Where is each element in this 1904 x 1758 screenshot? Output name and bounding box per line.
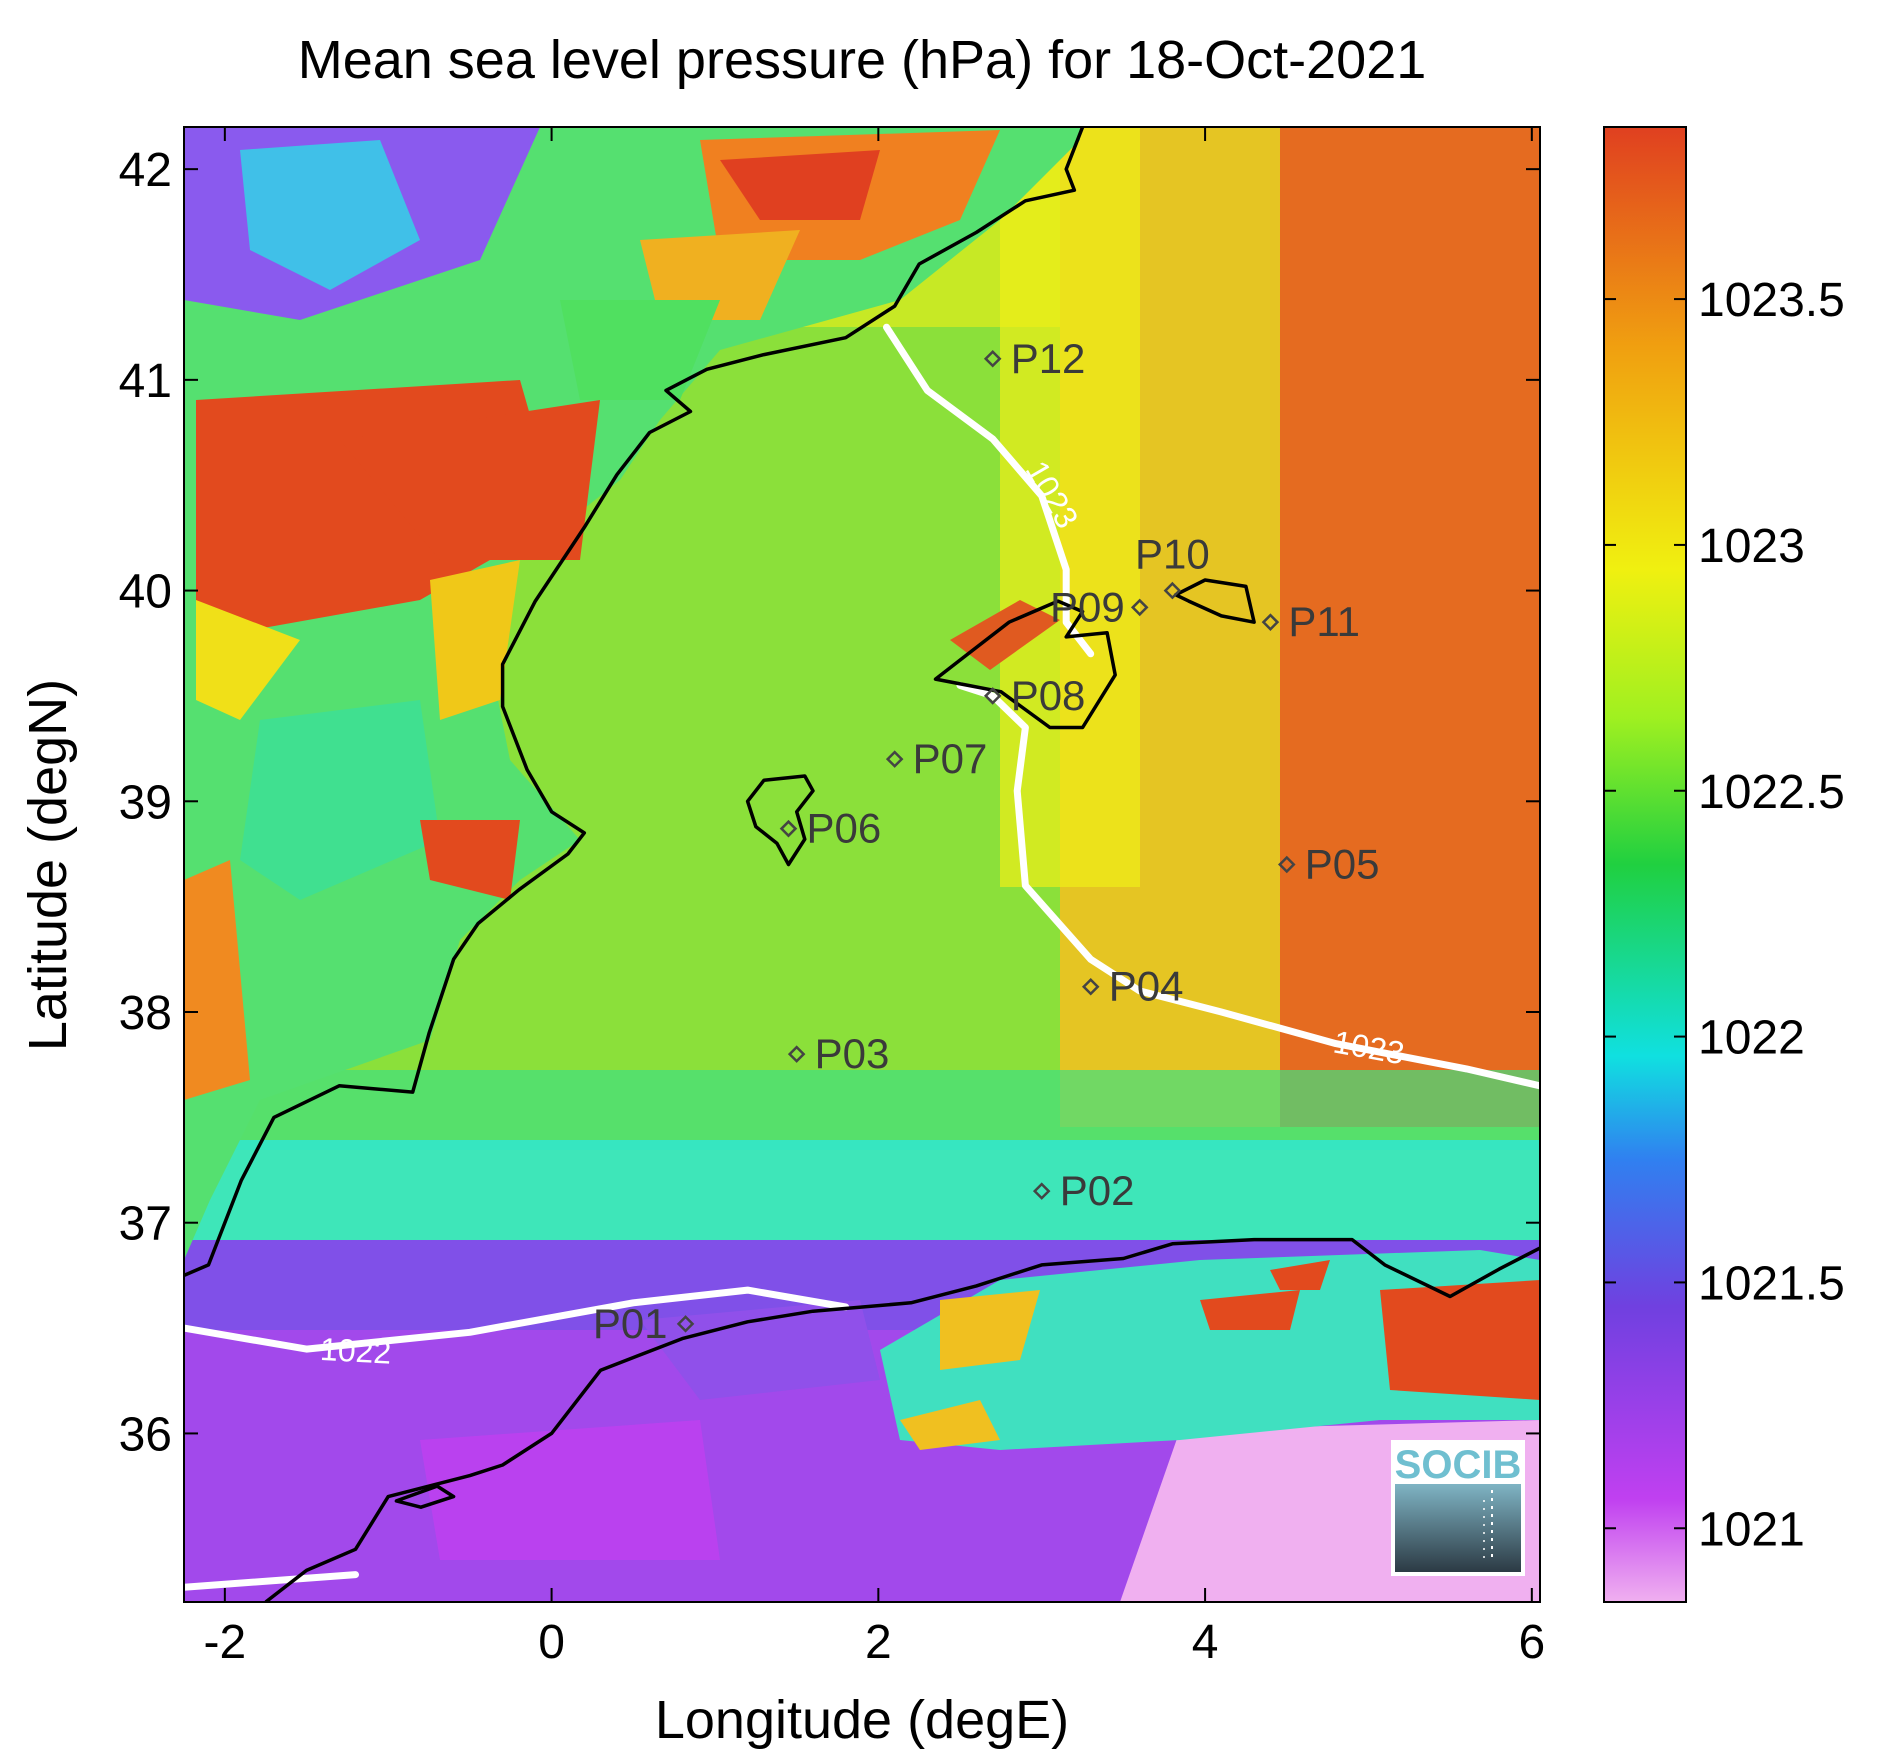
x-axis-label: Longitude (degE) <box>655 1690 1069 1750</box>
socib-logo-text: SOCIB <box>1395 1443 1522 1487</box>
station-label-p09: P09 <box>1050 583 1125 630</box>
y-tick-label: 36 <box>119 1408 172 1461</box>
y-tick-label: 41 <box>119 355 172 408</box>
station-label-p04: P04 <box>1109 963 1184 1010</box>
y-tick-label: 42 <box>119 144 172 197</box>
y-axis-label: Latitude (degN) <box>18 679 78 1051</box>
coastline-1 <box>264 1237 1540 1602</box>
colorbar-tick-label: 1021 <box>1698 1503 1805 1556</box>
pressure-field <box>184 127 1540 1602</box>
x-tick-label: 4 <box>1192 1616 1219 1669</box>
station-label-p05: P05 <box>1305 841 1380 888</box>
station-marker-p11 <box>1261 613 1280 631</box>
colorbar-tick-label: 1023.5 <box>1698 274 1845 327</box>
station-marker-p08 <box>983 687 1002 705</box>
station-marker-p06 <box>779 819 798 838</box>
y-tick-label: 38 <box>119 987 172 1040</box>
station-marker-p03 <box>787 1045 806 1063</box>
y-tick-label: 37 <box>119 1198 172 1251</box>
socib-logo: SOCIB <box>1391 1440 1525 1576</box>
station-label-p07: P07 <box>913 735 988 782</box>
station-marker-p05 <box>1278 855 1296 874</box>
station-label-p01: P01 <box>593 1300 668 1347</box>
station-label-p10: P10 <box>1135 531 1210 578</box>
station-marker-p02 <box>1032 1182 1051 1200</box>
station-label-p02: P02 <box>1060 1167 1135 1214</box>
y-axis: 36 37 38 39 40 41 42 <box>119 144 1540 1461</box>
station-label-p11: P11 <box>1288 598 1360 645</box>
map-frame <box>183 126 1541 1603</box>
x-tick-label: -2 <box>203 1616 246 1669</box>
station-label-p03: P03 <box>815 1030 890 1077</box>
station-marker-p07 <box>885 750 904 768</box>
colorbar: 1021 1021.5 1022 1022.5 1023 1023.5 <box>1603 126 1845 1603</box>
coastlines <box>184 127 1540 1602</box>
figure-title: Mean sea level pressure (hPa) for 18-Oct… <box>298 30 1427 90</box>
colorbar-tick-label: 1022 <box>1698 1012 1805 1065</box>
isobar-1022-line <box>184 1286 850 1353</box>
station-marker-p04 <box>1081 977 1100 996</box>
coastline-4 <box>745 774 815 867</box>
station-label-p08: P08 <box>1011 672 1086 719</box>
coastline-5 <box>394 1484 456 1509</box>
isobar-1022-line <box>184 1571 359 1591</box>
station-label-p12: P12 <box>1011 335 1086 382</box>
colorbar-scale <box>1603 126 1687 1603</box>
y-tick-label: 40 <box>119 566 172 619</box>
station-label-p06: P06 <box>806 805 881 852</box>
coastline-3 <box>1173 578 1256 624</box>
isobar-1023-line <box>956 681 1540 1090</box>
x-tick-label: 2 <box>865 1616 892 1669</box>
y-tick-label: 39 <box>119 776 172 829</box>
coastline-0 <box>184 127 1085 1278</box>
x-tick-label: 6 <box>1518 1616 1545 1669</box>
colorbar-ticks: 1021 1021.5 1022 1022.5 1023 1023.5 <box>1604 274 1845 1556</box>
isobar-contours <box>184 323 1540 1591</box>
x-tick-label: 0 <box>538 1616 565 1669</box>
coastline-2 <box>933 599 1117 730</box>
colorbar-tick-label: 1021.5 <box>1698 1257 1845 1310</box>
station-marker-p01 <box>676 1315 695 1333</box>
colorbar-tick-label: 1022.5 <box>1698 766 1845 819</box>
station-marker-p09 <box>1130 598 1149 617</box>
station-marker-p10 <box>1163 581 1182 600</box>
isobar-label: 1022 <box>319 1331 392 1371</box>
x-axis: -2 0 2 4 6 <box>203 127 1545 1669</box>
station-marker-p12 <box>983 350 1002 368</box>
colorbar-tick-label: 1023 <box>1698 520 1805 573</box>
isobar-1023-line <box>883 323 1095 658</box>
